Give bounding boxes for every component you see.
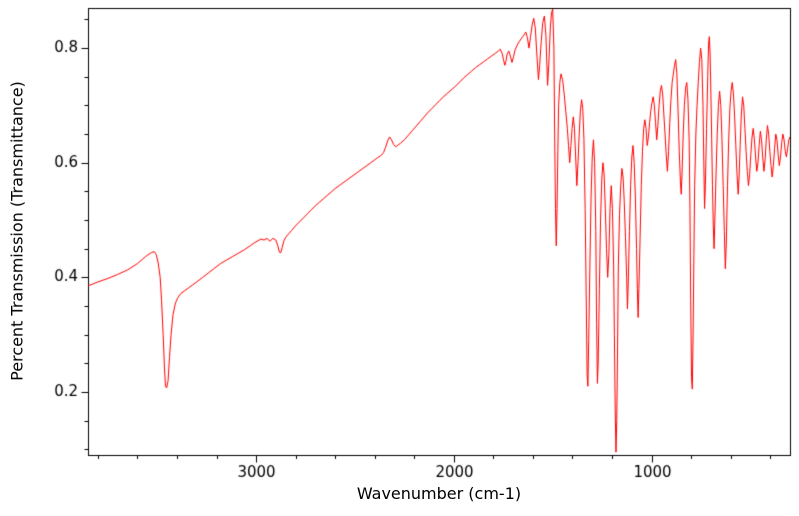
y-axis-label: Percent Transmission (Transmittance) <box>7 81 27 381</box>
x-axis-label: Wavenumber (cm-1) <box>356 484 522 503</box>
